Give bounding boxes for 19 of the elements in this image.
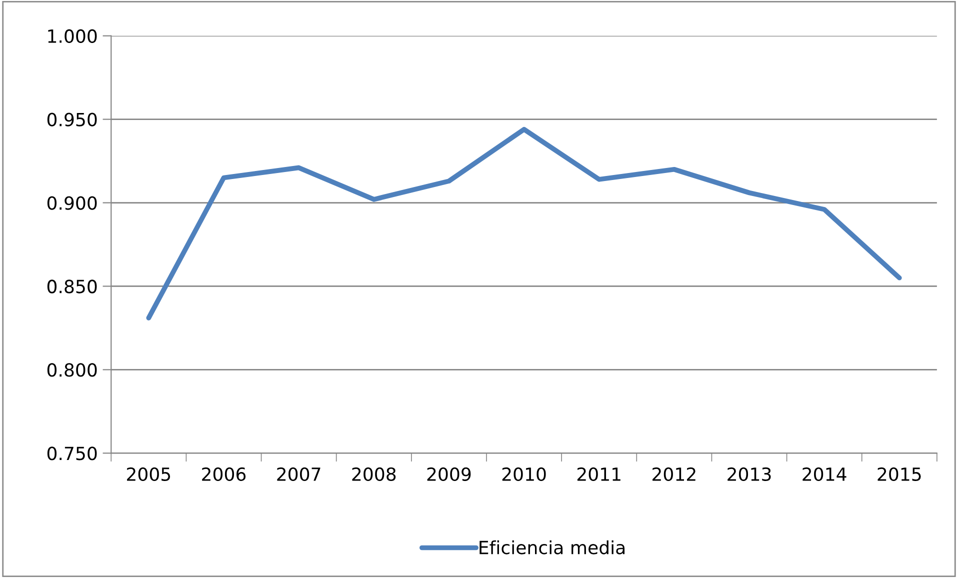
x-tick-label: 2013 (728, 467, 771, 482)
y-tick-label: 0.900 (47, 196, 97, 210)
x-tick-label: 2015 (878, 467, 921, 482)
x-tick-label: 2014 (802, 467, 846, 482)
y-tick-label: 0.950 (47, 112, 97, 126)
x-tick-label: 2006 (202, 467, 246, 482)
x-tick-label: 2012 (652, 467, 696, 482)
y-tick-label: 1.000 (48, 29, 97, 43)
x-tick-label: 2008 (352, 467, 396, 482)
line-series (146, 126, 902, 320)
y-tick-label: 0.750 (47, 446, 97, 460)
x-tick-label: 2010 (502, 467, 546, 482)
y-tick-label: 0.850 (47, 280, 97, 294)
x-tick-label: 2007 (277, 467, 320, 482)
legend-label: Eficiencia media (480, 540, 625, 554)
x-tick-label: 2005 (127, 467, 170, 482)
x-tick-label: 2011 (577, 467, 620, 482)
x-tick-label: 2009 (427, 467, 471, 482)
y-tick-label: 0.800 (47, 363, 97, 377)
